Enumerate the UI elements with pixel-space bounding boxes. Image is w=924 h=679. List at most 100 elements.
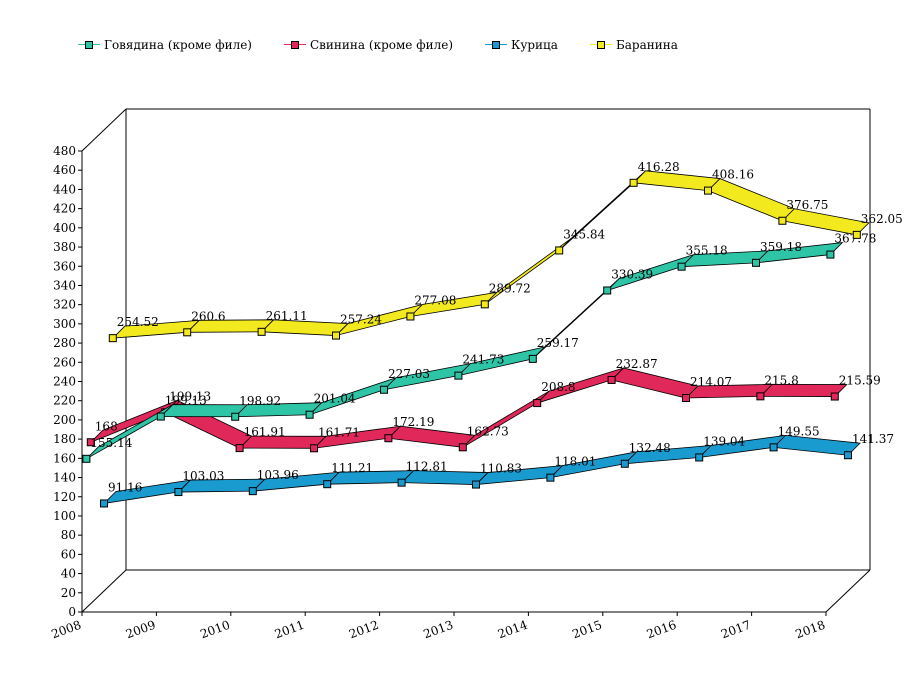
y-tick-label: 360: [53, 259, 76, 273]
series-segment: [707, 178, 796, 222]
left-wall-top-edge: [81, 108, 127, 152]
y-tick-label: 120: [53, 490, 76, 504]
legend-label-chicken: Курица: [511, 38, 558, 52]
data-label: 241.73: [462, 353, 504, 367]
data-point: [826, 250, 835, 259]
series-segment: [754, 242, 844, 264]
y-tick-label: 180: [53, 432, 76, 446]
data-label: 359.18: [760, 240, 802, 254]
y-tick-label: 260: [53, 355, 76, 369]
data-label: 330.39: [611, 267, 653, 281]
data-label: 208.8: [541, 380, 575, 394]
data-label: 201.04: [314, 392, 356, 406]
y-tick-label: 400: [53, 221, 76, 235]
data-label: 277.08: [414, 293, 456, 307]
x-tick-label: 2013: [422, 618, 455, 642]
y-tick-label: 60: [61, 547, 76, 561]
data-label: 168: [95, 419, 118, 433]
data-point: [778, 216, 787, 225]
y-tick-label: 20: [61, 586, 76, 600]
legend-label-pork: Свинина (кроме филе): [309, 38, 454, 52]
data-label: 408.16: [712, 168, 754, 182]
legend-item-chicken[interactable]: Курица: [485, 38, 558, 52]
x-tick-label: 2008: [50, 618, 83, 642]
data-label: 141.37: [852, 432, 894, 446]
data-point: [100, 499, 108, 508]
data-label: 161.71: [318, 425, 360, 439]
y-tick-label: 140: [53, 471, 76, 485]
data-label: 362.05: [861, 212, 903, 226]
legend-swatch-chicken: [485, 40, 508, 50]
data-point: [528, 354, 537, 363]
data-label: 257.24: [340, 313, 382, 327]
series-layer: 91.16 103.03 103.96 111.21 112.81 110.83 118.0…: [82, 160, 903, 508]
data-point: [852, 230, 861, 239]
data-point: [844, 451, 852, 460]
data-point: [603, 286, 612, 295]
x-tick-label: 2009: [124, 618, 157, 642]
legend-label-lamb: Баранина: [615, 38, 678, 52]
data-label: 376.75: [786, 198, 828, 212]
data-label: 260.6: [191, 309, 225, 323]
x-tick-label: 2016: [645, 618, 678, 642]
series-lamb: 254.52 260.6 261.11 257.24 277.08 289.72 345.8…: [108, 160, 903, 343]
y-tick-label: 440: [53, 182, 76, 196]
legend-item-lamb[interactable]: Баранина: [589, 38, 678, 52]
y-tick-label: 320: [53, 298, 76, 312]
data-label: 118.01: [554, 455, 596, 469]
data-label: 132.48: [629, 441, 671, 455]
data-label: 91.16: [108, 480, 142, 494]
y-tick-label: 420: [53, 202, 76, 216]
data-label: 110.83: [480, 462, 522, 476]
y-tick-label: 220: [53, 394, 76, 408]
data-point: [769, 443, 778, 452]
data-point: [704, 186, 712, 195]
data-point: [86, 438, 95, 447]
data-label: 172.19: [392, 415, 434, 429]
data-point: [397, 478, 406, 487]
data-point: [677, 262, 686, 271]
y-tick-label: 280: [53, 336, 76, 350]
data-label: 103.03: [182, 469, 224, 483]
legend-item-pork[interactable]: Свинина (кроме филе): [283, 38, 454, 52]
series-segment: [610, 367, 699, 399]
y-tick-label: 80: [61, 528, 76, 542]
data-point: [472, 480, 480, 489]
data-point: [380, 385, 388, 394]
series-pork: 168 199.13 161.91 161.71 172.19 162.73 208.8 23…: [86, 357, 881, 453]
data-point: [620, 459, 629, 468]
data-label: 261.11: [266, 309, 308, 323]
series-segment: [781, 208, 870, 236]
data-label: 259.17: [537, 336, 579, 350]
data-point: [607, 375, 616, 384]
chart-legend: Говядина (кроме филе) Свинина (кроме фил…: [78, 38, 710, 52]
data-point: [480, 300, 489, 309]
y-axis-ticks: 0 20 40 60 80 100 120 140 160 180 200 220 240 260 280 3…: [53, 144, 82, 619]
data-label: 345.84: [563, 227, 605, 241]
data-point: [231, 412, 240, 421]
data-point: [305, 410, 314, 419]
x-axis-ticks: 2008 2009 2010 2011 2012 2013 2014 2015 2016 2017…: [50, 612, 827, 641]
floor-left-edge: [81, 569, 127, 613]
data-label: 232.87: [616, 357, 658, 371]
data-label: 198.92: [239, 394, 281, 408]
data-point: [156, 412, 165, 421]
x-tick-label: 2015: [570, 618, 603, 642]
data-point: [695, 453, 704, 462]
data-label: 227.03: [388, 367, 430, 381]
legend-item-beef[interactable]: Говядина (кроме филе): [78, 38, 252, 52]
data-label: 199.13: [169, 389, 211, 403]
data-point: [82, 454, 91, 463]
series-chicken: 91.16 103.03 103.96 111.21 112.81 110.83 118.0…: [100, 424, 894, 508]
data-label: 161.91: [244, 425, 286, 439]
data-label: 215.8: [764, 373, 798, 387]
data-label: 103.96: [257, 468, 299, 482]
data-point: [235, 444, 244, 453]
data-label: 416.28: [638, 160, 680, 174]
y-tick-label: 40: [61, 567, 76, 581]
data-point: [310, 444, 318, 453]
y-tick-label: 480: [53, 144, 76, 158]
x-tick-label: 2012: [347, 618, 380, 642]
